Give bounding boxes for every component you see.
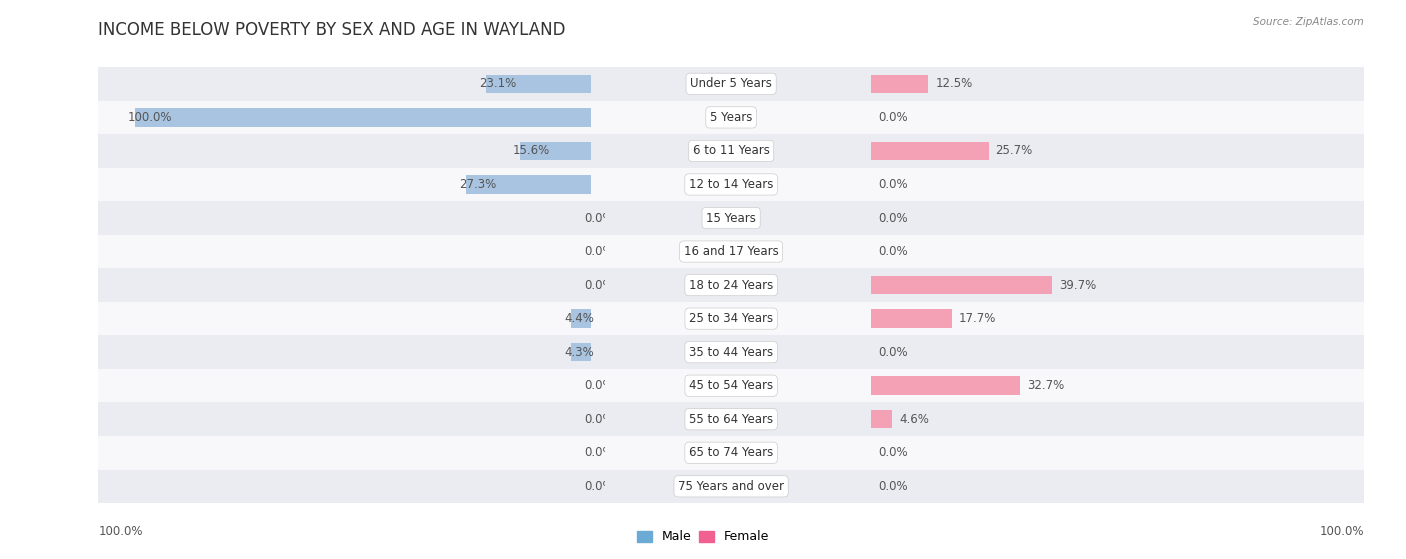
Text: 27.3%: 27.3%: [460, 178, 496, 191]
Text: 32.7%: 32.7%: [1028, 379, 1064, 392]
Bar: [858, 168, 1364, 201]
Text: 15.6%: 15.6%: [513, 144, 550, 158]
Text: 0.0%: 0.0%: [879, 211, 908, 225]
Bar: [605, 201, 858, 235]
Bar: [605, 402, 858, 436]
Text: 4.3%: 4.3%: [564, 345, 595, 359]
Text: 55 to 64 Years: 55 to 64 Years: [689, 413, 773, 426]
Bar: [571, 310, 591, 328]
Bar: [98, 402, 605, 436]
Text: 4.6%: 4.6%: [900, 413, 929, 426]
Bar: [605, 335, 858, 369]
Bar: [858, 302, 1364, 335]
Bar: [98, 302, 605, 335]
Bar: [858, 470, 1364, 503]
Bar: [485, 74, 591, 93]
Bar: [858, 335, 1364, 369]
Bar: [605, 67, 858, 101]
Text: INCOME BELOW POVERTY BY SEX AND AGE IN WAYLAND: INCOME BELOW POVERTY BY SEX AND AGE IN W…: [98, 21, 567, 39]
Bar: [98, 235, 605, 268]
Bar: [98, 168, 605, 201]
Bar: [98, 201, 605, 235]
Text: 0.0%: 0.0%: [583, 413, 613, 426]
Bar: [858, 67, 1364, 101]
Text: 65 to 74 Years: 65 to 74 Years: [689, 446, 773, 459]
Bar: [98, 67, 605, 101]
Text: Under 5 Years: Under 5 Years: [690, 77, 772, 91]
Text: 100.0%: 100.0%: [98, 525, 143, 538]
Text: 39.7%: 39.7%: [1059, 278, 1097, 292]
Bar: [605, 134, 858, 168]
Bar: [858, 369, 1364, 402]
Text: 0.0%: 0.0%: [583, 480, 613, 493]
Bar: [98, 369, 605, 402]
Bar: [98, 134, 605, 168]
Bar: [605, 101, 858, 134]
Text: 17.7%: 17.7%: [959, 312, 997, 325]
Bar: [571, 343, 591, 361]
Bar: [872, 410, 893, 428]
Bar: [858, 235, 1364, 268]
Text: 15 Years: 15 Years: [706, 211, 756, 225]
Legend: Male, Female: Male, Female: [633, 527, 773, 547]
Bar: [858, 268, 1364, 302]
Text: 45 to 54 Years: 45 to 54 Years: [689, 379, 773, 392]
Text: 12.5%: 12.5%: [935, 77, 973, 91]
Bar: [858, 201, 1364, 235]
Text: 12 to 14 Years: 12 to 14 Years: [689, 178, 773, 191]
Text: 16 and 17 Years: 16 and 17 Years: [683, 245, 779, 258]
Text: 18 to 24 Years: 18 to 24 Years: [689, 278, 773, 292]
Text: 100.0%: 100.0%: [1319, 525, 1364, 538]
Bar: [872, 276, 1052, 294]
Text: 23.1%: 23.1%: [478, 77, 516, 91]
Bar: [135, 108, 591, 126]
Text: Source: ZipAtlas.com: Source: ZipAtlas.com: [1253, 17, 1364, 27]
Text: 0.0%: 0.0%: [583, 446, 613, 459]
Bar: [872, 310, 952, 328]
Bar: [98, 268, 605, 302]
Bar: [98, 335, 605, 369]
Bar: [98, 436, 605, 470]
Bar: [605, 235, 858, 268]
Bar: [467, 175, 591, 193]
Bar: [858, 402, 1364, 436]
Bar: [605, 268, 858, 302]
Text: 0.0%: 0.0%: [879, 111, 908, 124]
Text: 100.0%: 100.0%: [128, 111, 173, 124]
Bar: [872, 377, 1021, 395]
Bar: [605, 168, 858, 201]
Bar: [98, 101, 605, 134]
Text: 25.7%: 25.7%: [995, 144, 1032, 158]
Text: 25 to 34 Years: 25 to 34 Years: [689, 312, 773, 325]
Bar: [872, 74, 928, 93]
Bar: [605, 369, 858, 402]
Text: 4.4%: 4.4%: [564, 312, 593, 325]
Text: 0.0%: 0.0%: [879, 345, 908, 359]
Text: 6 to 11 Years: 6 to 11 Years: [693, 144, 769, 158]
Bar: [858, 134, 1364, 168]
Bar: [872, 142, 988, 160]
Text: 0.0%: 0.0%: [879, 480, 908, 493]
Text: 5 Years: 5 Years: [710, 111, 752, 124]
Text: 0.0%: 0.0%: [879, 245, 908, 258]
Text: 0.0%: 0.0%: [583, 379, 613, 392]
Bar: [520, 142, 591, 160]
Bar: [605, 436, 858, 470]
Text: 0.0%: 0.0%: [879, 178, 908, 191]
Bar: [98, 470, 605, 503]
Bar: [858, 436, 1364, 470]
Bar: [605, 470, 858, 503]
Bar: [605, 302, 858, 335]
Bar: [858, 101, 1364, 134]
Text: 0.0%: 0.0%: [879, 446, 908, 459]
Text: 0.0%: 0.0%: [583, 278, 613, 292]
Text: 35 to 44 Years: 35 to 44 Years: [689, 345, 773, 359]
Text: 0.0%: 0.0%: [583, 211, 613, 225]
Text: 75 Years and over: 75 Years and over: [678, 480, 785, 493]
Text: 0.0%: 0.0%: [583, 245, 613, 258]
